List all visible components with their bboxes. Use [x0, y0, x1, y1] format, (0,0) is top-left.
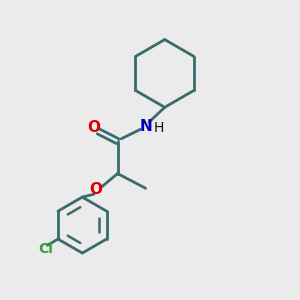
- Text: O: O: [88, 120, 100, 135]
- Text: O: O: [89, 182, 102, 197]
- Text: Cl: Cl: [38, 242, 53, 256]
- Text: H: H: [154, 121, 164, 135]
- Text: N: N: [139, 119, 152, 134]
